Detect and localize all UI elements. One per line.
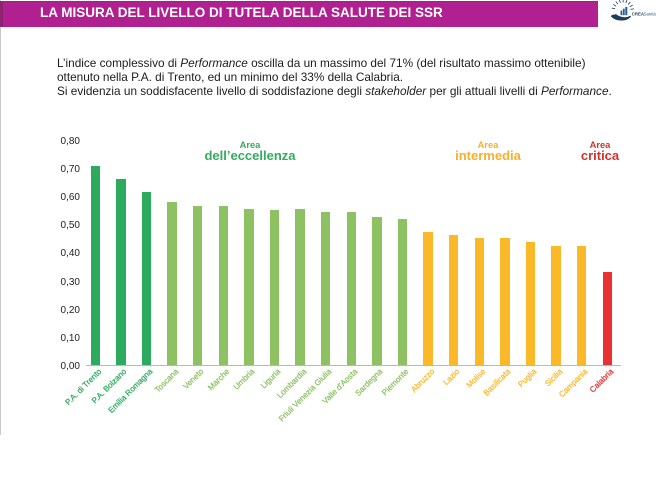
svg-text:CREA: CREA — [632, 11, 644, 16]
svg-text:Sanità: Sanità — [644, 11, 657, 16]
